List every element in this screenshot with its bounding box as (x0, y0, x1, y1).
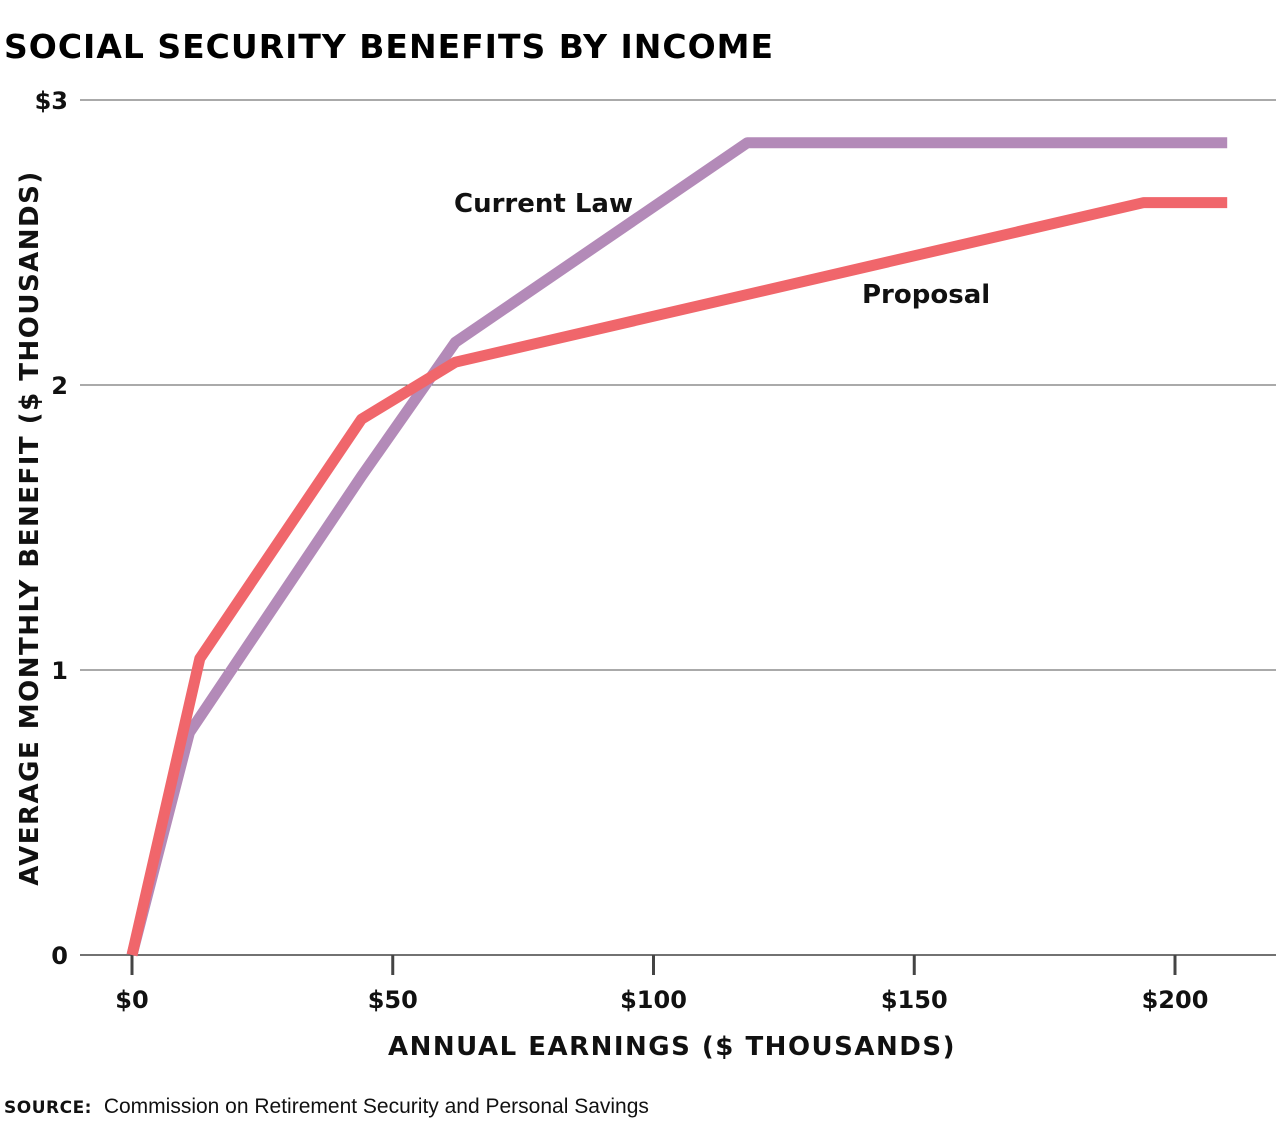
y-tick-label: $3 (35, 87, 68, 115)
y-tick-label: 2 (51, 372, 68, 400)
source-text: Commission on Retirement Security and Pe… (104, 1095, 649, 1118)
x-axis-ticks: $0 $50 $100 $150 $200 (115, 955, 1208, 1014)
source-note: SOURCE: Commission on Retirement Securit… (4, 1095, 649, 1118)
x-tick-label: $200 (1142, 986, 1209, 1014)
series-line-proposal (126, 197, 1228, 957)
y-tick-label: 0 (51, 942, 68, 970)
x-axis-label: ANNUAL EARNINGS ($ THOUSANDS) (388, 1032, 956, 1062)
y-axis-label: AVERAGE MONTHLY BENEFIT ($ THOUSANDS) (15, 170, 45, 886)
series-label-current-law: Current Law (454, 189, 633, 219)
series-lines (126, 137, 1228, 957)
x-tick-label: $50 (368, 986, 418, 1014)
source-key: SOURCE: (4, 1098, 92, 1118)
chart-title: SOCIAL SECURITY BENEFITS BY INCOME (4, 27, 774, 66)
series-label-proposal: Proposal (862, 280, 990, 310)
gridlines (80, 99, 1276, 956)
y-tick-label: 1 (51, 657, 68, 685)
series-line-current-law (126, 137, 1228, 957)
x-tick-label: $0 (115, 986, 148, 1014)
x-tick-label: $150 (881, 986, 948, 1014)
y-axis-ticks: 0 1 2 $3 (35, 87, 68, 970)
x-tick-label: $100 (620, 986, 687, 1014)
